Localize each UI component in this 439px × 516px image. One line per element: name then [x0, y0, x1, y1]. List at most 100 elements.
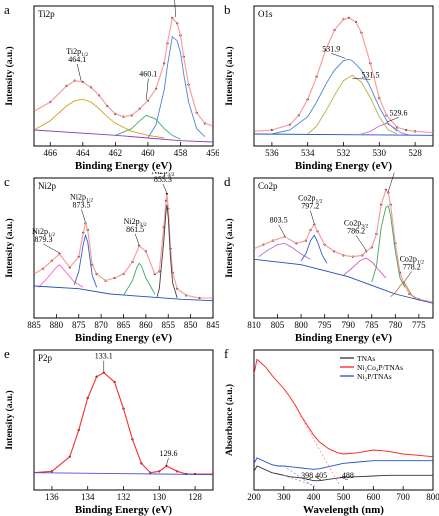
x-tick-label: 860 [139, 320, 153, 330]
x-tick-label: 880 [50, 320, 64, 330]
x-tick-label: 850 [184, 320, 198, 330]
peak-value: 398 [301, 471, 313, 480]
panel-label: b [224, 2, 231, 17]
series-line [254, 358, 433, 458]
annotation-leader [146, 78, 149, 100]
annotation-leader [166, 457, 169, 466]
peak-value: 781.5 [385, 172, 403, 173]
plot-frame [33, 349, 214, 491]
component-line [258, 242, 311, 260]
x-tick-label: 456 [206, 148, 219, 158]
series-line [254, 457, 433, 470]
peak-value: 133.1 [95, 352, 113, 361]
panel-title: P2p [38, 353, 53, 363]
peak-value: 405 [315, 471, 327, 480]
panel-title: Ni2p [38, 181, 57, 191]
background-line [254, 133, 433, 136]
x-tick-label: 600 [367, 492, 381, 502]
x-tick-label: 870 [94, 320, 108, 330]
panel-a-ti2p: 466 464 462 460 458 456 Binding Energy (eV) Int… [0, 0, 219, 172]
x-tick-label: 462 [109, 148, 123, 158]
legend-entry: TNAs [357, 354, 375, 363]
x-tick-label: 805 [271, 320, 285, 330]
annotation-leader [306, 476, 314, 481]
peak-label: Ni2p1/2 [70, 192, 93, 203]
x-tick-label: 855 [162, 320, 176, 330]
panel-title: O1s [258, 9, 273, 19]
y-axis-label: Absorbance (a.u.) [224, 384, 235, 456]
peak-value: 873.5 [72, 200, 90, 209]
y-axis-label: Intensity (a.u.) [224, 46, 235, 105]
x-tick-label: 790 [341, 320, 355, 330]
annotation-leader [403, 271, 412, 283]
peak-value: 797.2 [301, 202, 319, 211]
peak-value: 531.5 [361, 70, 379, 79]
peak-label: Ti2p1/2 [66, 47, 88, 58]
annotation-leader [174, 0, 176, 18]
annotation-leader [76, 63, 82, 82]
peak-value: 879.3 [35, 235, 53, 244]
peak-value: 855.3 [154, 175, 172, 184]
plot-frame [253, 5, 434, 147]
panel-title: Ti2p [38, 9, 55, 19]
legend-entry: Ni₂P/TNAs [357, 372, 392, 381]
peak-value: 488 [342, 471, 354, 480]
panel-label: a [4, 2, 10, 17]
component-line [371, 205, 406, 288]
chart-co2p: 810 805 800 795 790 785 780 775 Binding Energy (… [224, 172, 434, 344]
x-tick-label: 875 [72, 320, 86, 330]
x-axis-label: Binding Energy (eV) [75, 160, 173, 172]
x-tick-label: 800 [426, 492, 439, 502]
component-line [307, 74, 398, 135]
x-tick-label: 132 [117, 492, 131, 502]
fit-line [254, 188, 433, 303]
chart-o1s: 536 534 532 530 528 Binding Energy (eV) Intens… [224, 2, 434, 172]
x-tick-label: 865 [117, 320, 131, 330]
y-axis-label: Intensity (a.u.) [224, 218, 235, 277]
component-line [147, 35, 206, 139]
peak-value: 464.1 [68, 55, 86, 64]
tangent-line [292, 401, 341, 487]
panel-c-ni2p: 885 880 875 870 865 860 855 850 845 Binding Energ… [0, 172, 219, 344]
annotation-leader [331, 53, 346, 59]
peak-value: 129.6 [159, 449, 177, 458]
x-tick-label: 534 [301, 148, 315, 158]
peak-label: Co2p1/2 [400, 254, 425, 265]
annotation-leader [310, 210, 315, 224]
component-line [271, 58, 398, 135]
x-tick-label: 780 [389, 320, 403, 330]
chart-ni2p: 885 880 875 870 865 860 855 850 845 Binding Energ… [4, 172, 219, 344]
peak-label: Ni2p3/2 [124, 217, 147, 228]
x-tick-label: 300 [277, 492, 291, 502]
x-tick-label: 528 [408, 148, 422, 158]
x-tick-label: 785 [365, 320, 379, 330]
peak-label: Co2p3/2 [344, 218, 369, 229]
x-axis-label: Binding Energy (eV) [295, 332, 393, 344]
x-axis-label: Binding Energy (eV) [75, 504, 173, 516]
chart-p2p: 136 134 132 130 128 Binding Energy (eV) Intens… [4, 346, 214, 516]
component-line [361, 122, 410, 136]
x-tick-label: 128 [188, 492, 202, 502]
x-tick-label: 795 [318, 320, 332, 330]
panel-label: c [4, 174, 10, 189]
peak-value: 803.5 [270, 216, 288, 225]
peak-label: Ni2p1/2 [32, 227, 55, 238]
x-tick-label: 136 [45, 492, 59, 502]
peak-label: Co2p1/2 [298, 194, 323, 205]
x-tick-label: 885 [27, 320, 41, 330]
plot-frame [253, 349, 434, 491]
annotation-leader [134, 233, 140, 246]
x-tick-label: 845 [206, 320, 219, 330]
tangent-line [283, 475, 316, 487]
peak-value: 861.5 [126, 225, 144, 234]
x-tick-label: 466 [44, 148, 58, 158]
x-axis-label: Binding Energy (eV) [75, 332, 173, 344]
annotation-leader [355, 235, 367, 251]
peak-value: 786.2 [347, 226, 365, 235]
panel-d-co2p: 810 805 800 795 790 785 780 775 Binding Energy (… [220, 172, 439, 344]
plot-frame [33, 5, 214, 147]
legend-entry: Ni₂Co₄P/TNAs [357, 363, 403, 372]
x-tick-label: 464 [76, 148, 90, 158]
y-axis-label: Intensity (a.u.) [4, 390, 15, 449]
x-tick-label: 700 [396, 492, 410, 502]
